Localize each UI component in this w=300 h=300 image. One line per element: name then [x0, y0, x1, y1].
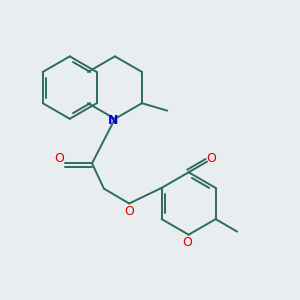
- Text: O: O: [207, 152, 217, 165]
- Text: O: O: [182, 236, 192, 249]
- Text: O: O: [54, 152, 64, 164]
- Text: N: N: [108, 114, 118, 127]
- Text: O: O: [124, 205, 134, 218]
